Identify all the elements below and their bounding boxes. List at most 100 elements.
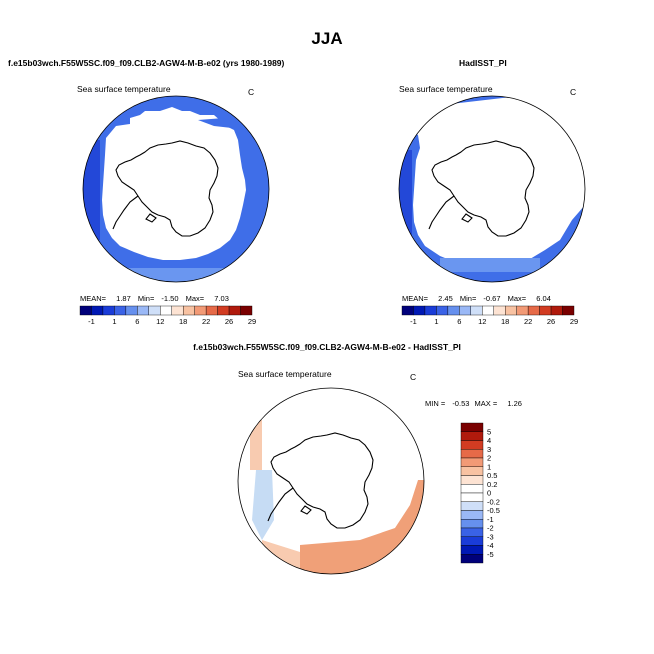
diff-stats: MIN = -0.53 MAX = 1.26	[425, 399, 522, 408]
diff-max-value: 1.26	[507, 399, 522, 408]
difference-colorbar-tick-label: 0.5	[487, 471, 497, 480]
diff-warm-region-west	[250, 420, 262, 470]
model-colorbar-swatch	[228, 305, 241, 316]
diff-peninsula-line	[267, 487, 294, 522]
diff-max-label: MAX =	[474, 399, 498, 408]
observed-colorbar-tick-label: 6	[457, 317, 461, 326]
observed-colorbar-tick-label: 1	[434, 317, 438, 326]
observed-south-band	[440, 258, 540, 272]
difference-colorbar-swatch	[460, 475, 484, 485]
model-colorbar-swatch	[194, 305, 207, 316]
diff-island	[300, 505, 312, 515]
right-max-label: Max=	[507, 294, 527, 303]
observed-colorbar-swatch	[424, 305, 437, 316]
diff-antarctica-coastline	[270, 432, 374, 529]
difference-colorbar-swatch	[460, 457, 484, 467]
model-colorbar-swatch	[102, 305, 115, 316]
observed-colorbar-swatch	[539, 305, 552, 316]
difference-colorbar-tick-label: -3	[487, 532, 494, 541]
difference-colorbar-swatch	[460, 440, 484, 450]
observed-colorbar-swatch	[459, 305, 472, 316]
model-colorbar-tick-label: 6	[135, 317, 139, 326]
model-colorbar-swatch	[79, 305, 92, 316]
observed-colorbar: -1 1 6 12 18 22 26 29	[401, 305, 578, 326]
difference-colorbar-tick-label: 5	[487, 427, 491, 436]
difference-colorbar-swatch	[460, 466, 484, 476]
right-map-units: C	[570, 87, 577, 97]
difference-colorbar-swatch	[460, 527, 484, 537]
observed-colorbar-tick-label: 26	[547, 317, 555, 326]
observed-colorbar-tick-label: 12	[478, 317, 486, 326]
right-min-label: Min=	[459, 294, 477, 303]
difference-colorbar-tick-label: -0.5	[487, 506, 500, 515]
right-mean-label: MEAN=	[402, 294, 429, 303]
observed-colorbar-swatch	[470, 305, 483, 316]
diff-panel-heading: f.e15b03wch.F55W5SC.f09_f09.CLB2-AGW4-M-…	[193, 342, 461, 352]
observed-sst-map	[398, 95, 586, 283]
difference-colorbar-tick-label: 3	[487, 445, 491, 454]
difference-colorbar-tick-label: -5	[487, 550, 494, 559]
observed-colorbar-swatch	[493, 305, 506, 316]
model-island	[145, 213, 157, 223]
model-colorbar-tick-label: 12	[156, 317, 164, 326]
model-colorbar-tick-label: 22	[202, 317, 210, 326]
observed-colorbar-swatch	[436, 305, 449, 316]
difference-colorbar-swatch	[460, 449, 484, 459]
diff-cool-region	[252, 470, 274, 540]
left-panel-heading: f.e15b03wch.F55W5SC.f09_f09.CLB2-AGW4-M-…	[8, 58, 285, 68]
diff-map-title: Sea surface temperature	[238, 369, 332, 379]
left-stats: MEAN= 1.87 Min= -1.50 Max= 7.03	[80, 294, 229, 303]
model-colorbar-swatch	[182, 305, 195, 316]
observed-colorbar-swatch	[401, 305, 414, 316]
observed-colorbar-swatch	[482, 305, 494, 316]
diff-min-label: MIN =	[425, 399, 446, 408]
observed-colorbar-tick-label: -1	[410, 317, 417, 326]
observed-colorbar-tick-label: 22	[524, 317, 532, 326]
difference-colorbar-tick-label: 0	[487, 489, 491, 498]
observed-sea-ice-region	[399, 96, 585, 266]
difference-colorbar-swatch	[460, 501, 484, 511]
left-min-label: Min=	[137, 294, 155, 303]
observed-colorbar-swatch	[550, 305, 563, 316]
left-max-label: Max=	[185, 294, 205, 303]
right-min-value: -0.67	[483, 294, 501, 303]
difference-colorbar-swatch	[460, 545, 484, 555]
left-min-value: -1.50	[161, 294, 179, 303]
model-sea-ice-region	[102, 107, 246, 260]
observed-colorbar-tick-label: 29	[570, 317, 578, 326]
right-max-value: 6.04	[536, 294, 551, 303]
model-map-border	[82, 95, 270, 283]
right-map-title: Sea surface temperature	[399, 84, 493, 94]
difference-colorbar-tick-label: -4	[487, 541, 494, 550]
right-stats: MEAN= 2.45 Min= -0.67 Max= 6.04	[402, 294, 551, 303]
model-colorbar-swatch	[160, 305, 172, 316]
model-antarctica-coastline	[115, 140, 219, 237]
left-map-units: C	[248, 87, 255, 97]
model-colorbar-swatch	[205, 305, 218, 316]
difference-colorbar-tick-label: 2	[487, 454, 491, 463]
figure-title: JJA	[311, 29, 343, 48]
difference-colorbar-swatch	[460, 431, 484, 441]
difference-colorbar-swatch	[460, 492, 484, 502]
observed-colorbar-swatch	[413, 305, 426, 316]
model-colorbar-tick-label: 18	[179, 317, 187, 326]
observed-colorbar-swatch	[527, 305, 540, 316]
model-ocean-inlet	[198, 118, 232, 128]
model-colorbar-tick-label: 1	[112, 317, 116, 326]
difference-colorbar-swatch	[460, 422, 484, 432]
observed-island	[461, 213, 473, 223]
diff-min-value: -0.53	[452, 399, 470, 408]
diff-map-border	[237, 387, 425, 575]
observed-colorbar-tick-label: 18	[501, 317, 509, 326]
difference-colorbar-tick-label: 1	[487, 462, 491, 471]
left-max-value: 7.03	[214, 294, 229, 303]
model-sst-map	[82, 95, 270, 283]
difference-colorbar-swatch	[460, 484, 484, 494]
model-colorbar-tick-label: -1	[88, 317, 95, 326]
difference-sst-map	[237, 387, 425, 575]
observed-map-border	[398, 95, 586, 283]
observed-colorbar-swatch	[447, 305, 460, 316]
model-colorbar-tick-label: 29	[248, 317, 256, 326]
